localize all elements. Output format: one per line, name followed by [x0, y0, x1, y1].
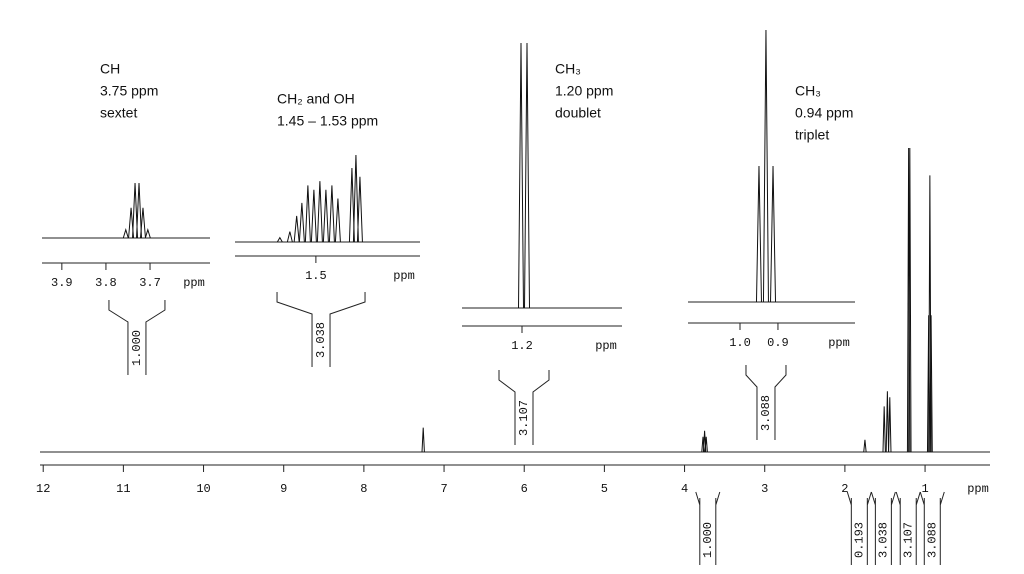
x-tick-label: 5	[601, 482, 608, 496]
inset-peak	[132, 182, 139, 239]
inset-peak	[352, 154, 359, 243]
inset-tick-label: 3.7	[139, 276, 161, 290]
inset-peak	[356, 176, 363, 243]
inset-peak	[328, 185, 335, 243]
peak	[704, 436, 708, 453]
inset-peak	[122, 228, 129, 239]
inset-peak	[762, 29, 769, 303]
inset-tick-label: 0.9	[767, 336, 789, 350]
inset-integral-label: 3.088	[759, 395, 773, 431]
peak	[863, 439, 867, 453]
inset-peak	[298, 202, 305, 243]
inset-tick-label: 1.2	[511, 339, 533, 353]
inset-title: 3.75 ppm	[100, 83, 158, 99]
inset-integral-bracket	[276, 292, 366, 367]
x-tick-label: 11	[116, 482, 130, 496]
inset-peak	[139, 207, 146, 239]
inset-title: 0.94 ppm	[795, 105, 853, 121]
inset-peak	[755, 165, 762, 303]
inset-tick-label: 1.5	[305, 269, 327, 283]
x-tick-label: 4	[681, 482, 688, 496]
inset-peak	[136, 182, 143, 239]
inset-integral-label: 3.107	[517, 400, 531, 436]
peak	[421, 427, 425, 453]
inset-peak	[518, 42, 524, 309]
inset-peak	[293, 215, 300, 243]
inset-title: CH₃	[795, 83, 821, 99]
inset-tick-label: 3.8	[95, 276, 117, 290]
x-tick-label: 12	[36, 482, 50, 496]
integral-bracket	[895, 491, 921, 565]
integral-label: 3.107	[901, 522, 915, 558]
inset-peak	[276, 236, 283, 243]
x-tick-label: 7	[440, 482, 447, 496]
inset-axis-label: ppm	[393, 269, 415, 283]
x-axis-label: ppm	[967, 482, 989, 496]
inset-title: 1.20 ppm	[555, 83, 613, 99]
inset-title: CH₂ and OH	[277, 91, 355, 107]
integral-bracket	[695, 491, 721, 565]
inset-peak	[304, 185, 311, 243]
integral-bracket	[919, 491, 945, 565]
inset-peak	[770, 165, 777, 303]
x-tick-label: 1	[921, 482, 928, 496]
inset-title: 1.45 – 1.53 ppm	[277, 113, 378, 129]
inset-tick-label: 3.9	[51, 276, 73, 290]
peak	[929, 315, 933, 453]
integral-label: 1.000	[701, 522, 715, 558]
inset-peak	[334, 198, 341, 243]
inset-axis-label: ppm	[595, 339, 617, 353]
inset-title: sextet	[100, 105, 137, 121]
x-tick-label: 9	[280, 482, 287, 496]
peak	[882, 406, 886, 453]
integral-bracket	[870, 491, 896, 565]
peak	[926, 315, 931, 453]
x-tick-label: 6	[521, 482, 528, 496]
inset-integral-bracket	[745, 365, 787, 440]
integral-label: 3.038	[877, 522, 891, 558]
inset-axis-label: ppm	[828, 336, 850, 350]
inset-integral-bracket	[108, 300, 166, 375]
integral-label: 0.193	[852, 522, 866, 558]
x-tick-label: 3	[761, 482, 768, 496]
inset-peak	[144, 228, 151, 239]
inset-integral-label: 1.000	[130, 330, 144, 366]
x-tick-label: 8	[360, 482, 367, 496]
inset-peak	[524, 42, 530, 309]
inset-peak	[310, 189, 317, 243]
x-tick-label: 10	[196, 482, 210, 496]
peak	[908, 147, 912, 453]
inset-title: CH	[100, 61, 120, 77]
inset-peak	[286, 231, 293, 243]
inset-integral-label: 3.038	[314, 322, 328, 358]
inset-title: doublet	[555, 105, 601, 121]
integral-label: 3.088	[925, 522, 939, 558]
integral-bracket	[846, 491, 872, 565]
inset-peak	[316, 181, 323, 243]
inset-peak	[348, 168, 355, 243]
peak	[888, 397, 892, 453]
inset-peak	[322, 189, 329, 243]
peak	[885, 391, 890, 453]
inset-title: CH₃	[555, 61, 581, 77]
inset-title: triplet	[795, 127, 829, 143]
inset-tick-label: 1.0	[729, 336, 751, 350]
x-tick-label: 2	[841, 482, 848, 496]
inset-axis-label: ppm	[183, 276, 205, 290]
inset-integral-bracket	[498, 370, 550, 445]
